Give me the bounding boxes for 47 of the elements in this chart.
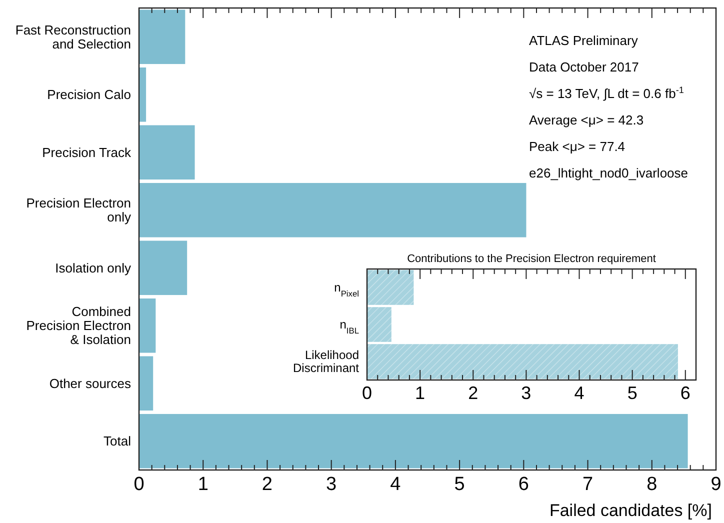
- bar: [139, 67, 146, 122]
- y-tick-label: n$_{Pixel}$: [334, 280, 360, 299]
- y-tick-label: Precision Electron only: [26, 196, 132, 225]
- annotation: Average <μ> = 42.3: [529, 112, 644, 128]
- y-tick-label: n$_{IBL}$: [340, 318, 360, 336]
- x-tick-label: 8: [646, 474, 658, 495]
- bar: [139, 182, 526, 238]
- x-tick-label: 7: [582, 474, 594, 495]
- bar: [139, 10, 186, 64]
- x-axis-title: Failed candidates [%]: [549, 501, 712, 520]
- y-tick-label: Likelihood Discriminant: [292, 348, 360, 376]
- x-tick-label: 5: [454, 474, 465, 495]
- x-tick-label: 0: [134, 474, 144, 495]
- bar: [367, 270, 414, 305]
- x-tick-label: 0: [362, 383, 372, 403]
- y-tick-label: Precision Calo: [47, 87, 131, 102]
- annotation: ATLAS Preliminary: [529, 33, 638, 48]
- x-tick-label: 9: [710, 474, 722, 495]
- annotation: √s = 13 TeV, ∫L dt = 0.6 fb$^{-1}$: [529, 85, 684, 101]
- bar: [367, 307, 392, 342]
- annotation: Data October 2017: [529, 60, 639, 74]
- y-tick-label: Other sources: [49, 376, 132, 391]
- bar: [139, 240, 188, 296]
- y-tick-label: Combined Precision Electron & Isolation: [26, 304, 131, 348]
- x-tick-label: 2: [262, 474, 273, 495]
- x-tick-label: 4: [574, 383, 584, 403]
- bar: [139, 125, 195, 180]
- annotation: e26_lhtight_nod0_ivarloose: [529, 166, 688, 180]
- bar: [139, 298, 156, 353]
- x-tick-label: 5: [627, 383, 638, 403]
- x-tick-label: 6: [518, 474, 529, 495]
- y-tick-label: Precision Track: [42, 144, 132, 160]
- x-tick-label: 1: [198, 474, 208, 495]
- x-tick-label: 1: [415, 383, 426, 403]
- x-tick-label: 3: [326, 474, 337, 495]
- y-tick-label: Fast Reconstruction and Selection: [15, 22, 131, 52]
- y-tick-label: Isolation only: [55, 260, 132, 276]
- chart-title: Contributions to the Precision Electron requirement: [407, 253, 656, 265]
- bar: [139, 414, 688, 468]
- bar: [367, 344, 678, 379]
- x-tick-label: 3: [521, 383, 532, 403]
- x-tick-label: 4: [390, 474, 402, 495]
- y-tick-label: Total: [104, 434, 132, 449]
- bar: [139, 356, 154, 411]
- x-tick-label: 6: [680, 383, 690, 403]
- annotation: Peak <μ> = 77.4: [529, 139, 626, 154]
- x-tick-label: 2: [468, 383, 478, 403]
